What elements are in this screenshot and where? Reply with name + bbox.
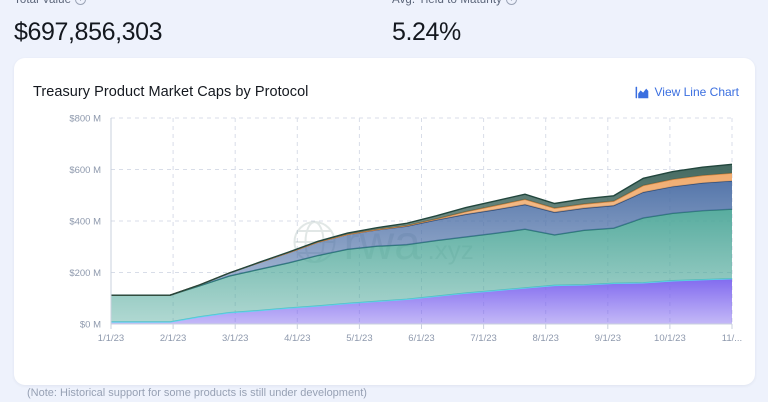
area-chart-icon <box>635 86 649 99</box>
x-axis-tick: 8/1/23 <box>532 333 558 344</box>
x-axis-tick: 11/... <box>722 333 742 344</box>
stat-avg-yield: Avg. Yield to Maturity 5.24% <box>392 0 518 47</box>
x-axis-tick: 5/1/23 <box>346 333 372 344</box>
stats-strip: Total Value $697,856,303 Avg. Yield to M… <box>0 0 768 58</box>
stacked-area-chart[interactable]: $0 M $200 M $400 M $600 M $800 M 1/1/23 2/1/23… <box>14 106 755 385</box>
stat-total-value-amount: $697,856,303 <box>14 18 163 46</box>
stat-avg-yield-label: Avg. Yield to Maturity <box>392 0 518 6</box>
chart-card: Treasury Product Market Caps by Protocol… <box>14 58 755 385</box>
chart-plot-area[interactable]: $0 M $200 M $400 M $600 M $800 M 1/1/23 2/1/23… <box>14 106 755 385</box>
x-axis-tick: 9/1/23 <box>595 333 621 344</box>
stat-avg-yield-label-text: Avg. Yield to Maturity <box>392 0 503 6</box>
x-axis-tick: 6/1/23 <box>408 333 434 344</box>
area-series[interactable] <box>111 173 732 296</box>
area-series[interactable] <box>111 278 732 324</box>
x-axis-tick: 7/1/23 <box>470 333 496 344</box>
area-series[interactable] <box>111 209 732 322</box>
y-axis-tick: $600 M <box>69 165 101 176</box>
info-icon[interactable] <box>506 0 518 5</box>
x-axis-tick: 10/1/23 <box>654 333 686 344</box>
y-axis-tick: $800 M <box>69 114 101 125</box>
stat-total-value: Total Value $697,856,303 <box>14 0 163 47</box>
area-series-line <box>111 163 733 296</box>
x-axis-tick: 4/1/23 <box>284 333 310 344</box>
page-title: Treasury Product Market Caps by Protocol <box>33 84 309 100</box>
y-axis-tick: $400 M <box>69 217 101 228</box>
area-series[interactable] <box>111 164 732 296</box>
stat-total-value-label-text: Total Value <box>14 0 72 6</box>
view-line-chart-button[interactable]: View Line Chart <box>635 85 740 99</box>
view-line-chart-label: View Line Chart <box>654 85 740 99</box>
y-axis-tick: $0 M <box>80 320 101 331</box>
y-axis-tick: $200 M <box>69 268 101 279</box>
chart-card-header: Treasury Product Market Caps by Protocol… <box>14 58 755 106</box>
x-axis-tick: 3/1/23 <box>222 333 248 344</box>
info-icon[interactable] <box>75 0 87 5</box>
stat-avg-yield-amount: 5.24% <box>392 18 461 46</box>
x-axis-tick: 1/1/23 <box>98 333 124 344</box>
stat-total-value-label: Total Value <box>14 0 162 6</box>
x-axis-tick: 2/1/23 <box>160 333 186 344</box>
chart-footnote: (Note: Historical support for some produ… <box>27 387 367 399</box>
